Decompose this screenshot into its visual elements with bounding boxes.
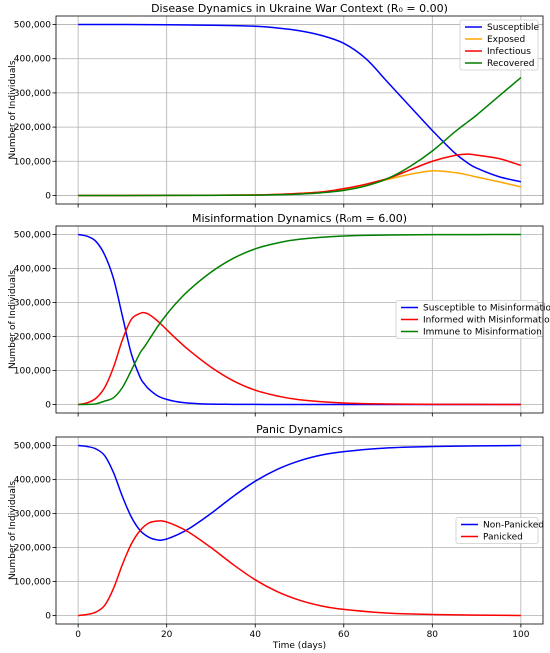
x-tick-label: 40 (250, 630, 262, 640)
legend-box (459, 19, 539, 71)
y-tick-label: 0 (45, 401, 51, 411)
x-tick-label: 60 (338, 630, 350, 640)
series-line-susceptible-to-misinformation (77, 233, 521, 406)
y-axis-label: Number of Individuals (8, 481, 18, 580)
axes-frame (55, 225, 544, 414)
subplot-title: Disease Dynamics in Ukraine War Context … (151, 2, 448, 15)
series-line-susceptible (78, 23, 522, 183)
y-tick-label: 500,000 (14, 442, 51, 452)
legend: Non-Panicked Panicked (455, 517, 544, 544)
y-tick-label: 400,000 (14, 476, 51, 486)
legend-label: Informed with Misinformation (423, 316, 550, 326)
series-line-non-panicked (78, 444, 521, 542)
y-tick-label: 100,000 (14, 367, 51, 377)
legend-label: Susceptible to Misinformation (423, 304, 550, 314)
series-line-recovered (78, 76, 522, 197)
subplot-1: Disease Dynamics in Ukraine War Context … (8, 2, 544, 208)
series-line-infectious (78, 153, 522, 197)
y-tick-label: 300,000 (14, 299, 51, 309)
legend-label: Exposed (487, 35, 525, 45)
series-line-exposed (78, 170, 522, 197)
y-tick-label: 500,000 (14, 21, 51, 31)
legend-label: Infectious (487, 47, 531, 57)
y-tick-label: 200,000 (14, 333, 51, 343)
x-axis-label: Time (days) (272, 641, 326, 651)
subplot-2: Misinformation Dynamics (R₀m = 6.00) 0 100… (8, 212, 550, 417)
series-line-immune-to-misinformation (78, 233, 521, 406)
y-tick-label: 300,000 (14, 89, 51, 99)
y-tick-label: 400,000 (14, 265, 51, 275)
y-tick-label: 0 (45, 191, 51, 201)
x-tick-label: 80 (427, 630, 439, 640)
y-tick-label: 400,000 (14, 55, 51, 65)
legend-label: Immune to Misinformation (423, 328, 542, 338)
subplot-title: Misinformation Dynamics (R₀m = 6.00) (192, 212, 407, 225)
x-tick-label: 20 (161, 630, 173, 640)
axes-frame (55, 15, 544, 205)
y-tick-label: 500,000 (14, 231, 51, 241)
y-tick-label: 100,000 (14, 157, 51, 167)
subplot-3: Panic Dynamics 0 20 40 60 80 100 0 100,000 200,00… (8, 423, 544, 651)
legend-label: Non-Panicked (483, 521, 544, 531)
series-line-panicked (78, 520, 521, 617)
legend: Susceptible to Misinformation Informed wi… (395, 300, 550, 339)
axes-frame (55, 436, 544, 625)
y-tick-label: 100,000 (14, 578, 51, 588)
y-tick-label: 0 (45, 612, 51, 622)
y-axis-label: Number of Individuals (8, 270, 18, 369)
legend-label: Recovered (487, 59, 534, 69)
y-axis-label: Number of Individuals (8, 60, 18, 159)
subplot-title: Panic Dynamics (256, 423, 343, 436)
y-tick-label: 200,000 (14, 544, 51, 554)
x-tick-label: 0 (75, 630, 81, 640)
legend-label: Panicked (483, 533, 523, 543)
legend-box (395, 300, 539, 339)
legend: Susceptible Exposed Infectious Recovered (459, 19, 540, 71)
x-tick-label: 100 (512, 630, 529, 640)
series-line-informed-with-misinformation (77, 311, 521, 406)
y-tick-label: 300,000 (14, 510, 51, 520)
y-tick-label: 200,000 (14, 123, 51, 133)
legend-label: Susceptible (487, 23, 540, 33)
